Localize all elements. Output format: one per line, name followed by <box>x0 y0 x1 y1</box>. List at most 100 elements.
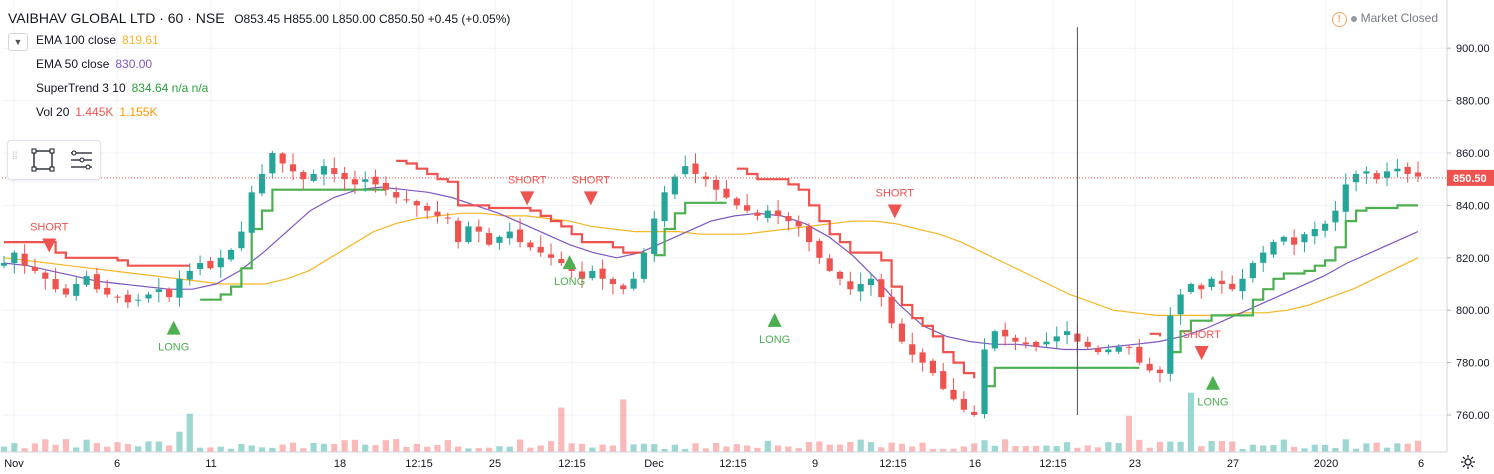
rectangle-icon[interactable] <box>30 147 56 173</box>
candle-body <box>207 260 214 269</box>
supertrend-segment <box>200 188 386 301</box>
candle-body <box>83 276 90 285</box>
indicator-ema100[interactable]: EMA 100 close 819.61 <box>36 33 159 47</box>
volume-bar <box>537 445 544 452</box>
long-signal-label: LONG <box>158 342 189 354</box>
long-signal-arrow <box>562 255 577 270</box>
volume-bar <box>578 443 586 452</box>
candle-body <box>155 289 162 293</box>
volume-bar <box>1146 447 1153 452</box>
time-tick-label: 12:15 <box>879 458 907 470</box>
object-tree-icon[interactable] <box>68 147 94 173</box>
volume-bar <box>1280 439 1287 452</box>
volume-bar <box>960 446 967 452</box>
indicator-supertrend[interactable]: SuperTrend 3 10 834.64 n/a n/a <box>36 81 208 95</box>
volume-bars <box>0 392 1422 452</box>
price-tick-label: 860.00 <box>1456 148 1490 160</box>
market-status[interactable]: ! Market Closed <box>1331 11 1438 27</box>
volume-bar <box>1373 442 1380 452</box>
volume-bar <box>1063 442 1071 452</box>
volume-bar <box>1301 448 1308 452</box>
candle-body <box>1053 336 1060 342</box>
candle-body <box>238 231 245 249</box>
volume-bar <box>1322 444 1329 452</box>
volume-bar <box>207 447 214 452</box>
volume-bar <box>795 447 802 452</box>
candle-body <box>547 254 555 258</box>
candle-body <box>1043 341 1050 345</box>
candle-body <box>971 411 978 415</box>
time-tick-label: 12:15 <box>719 458 747 470</box>
volume-bar <box>682 448 689 452</box>
candle-body <box>713 179 720 190</box>
supertrend-segment <box>984 366 1140 388</box>
volume-bar <box>362 444 369 452</box>
indicator-name: EMA 100 close <box>36 33 117 47</box>
indicator-value: 834.64 n/a n/a <box>131 81 209 95</box>
candle-body <box>93 274 100 290</box>
volume-bar <box>909 446 916 452</box>
time-tick-label: 12:15 <box>558 458 586 470</box>
candle-body <box>1291 237 1298 245</box>
gear-icon[interactable] <box>1460 454 1476 470</box>
legend-collapse-button[interactable]: ▼ <box>8 33 28 51</box>
time-axis[interactable]: Nov 6 11 18 12:15 25 12:15 Dec 12:15 9 12:15 16 12:1… <box>0 451 1447 474</box>
volume-bar <box>785 446 792 452</box>
time-tick-label: 9 <box>812 458 818 470</box>
candle-body <box>1332 210 1339 223</box>
indicator-value-2: 1.155K <box>119 105 158 119</box>
candle-body <box>1115 346 1122 352</box>
candle-body <box>960 398 967 410</box>
drag-handle-icon[interactable]: ⁞⁞ <box>12 151 18 162</box>
time-tick-label: 11 <box>205 458 216 470</box>
candle-body <box>320 166 328 175</box>
candle-body <box>331 168 338 174</box>
volume-bar <box>104 446 111 452</box>
volume-bar <box>981 440 988 452</box>
volume-bar <box>1208 441 1215 452</box>
volume-bar <box>310 442 317 452</box>
long-signal-label: LONG <box>554 276 585 288</box>
candle-body <box>651 218 658 255</box>
short-signal-arrow <box>42 238 57 253</box>
indicator-volume[interactable]: Vol 20 1.445K 1.155K <box>36 105 157 119</box>
candle-body <box>52 279 59 290</box>
short-signal-arrow <box>520 191 535 206</box>
candle-body <box>836 271 844 279</box>
volume-bar <box>197 447 204 452</box>
volume-bar <box>971 443 978 452</box>
candle-body <box>1383 171 1391 178</box>
ema100-line <box>3 212 1419 316</box>
candle-body <box>197 263 204 269</box>
volume-bar <box>1012 446 1019 452</box>
candle-body <box>289 164 297 172</box>
indicator-ema50[interactable]: EMA 50 close 830.00 <box>36 57 152 71</box>
candle-body <box>692 163 699 174</box>
candle-body <box>702 176 709 180</box>
volume-bar <box>1074 447 1081 452</box>
volume-bar <box>1383 447 1391 452</box>
chart-legend-header: VAIBHAV GLOBAL LTD · 60 · NSE O853.45 H8… <box>8 10 510 26</box>
candle-body <box>186 270 193 280</box>
volume-bar <box>413 443 420 452</box>
candle-body <box>135 299 142 301</box>
volume-bar <box>475 447 482 452</box>
candle-body <box>145 294 152 299</box>
volume-bar <box>1084 445 1091 452</box>
candle-body <box>1063 331 1071 336</box>
last-price-label: 850.50 <box>1453 173 1487 185</box>
price-tick-label: 880.00 <box>1456 96 1490 108</box>
volume-bar <box>826 444 833 452</box>
candle-body <box>104 287 111 295</box>
candle-body <box>682 166 689 175</box>
candle-body <box>1352 173 1360 183</box>
volume-bar <box>1260 445 1267 452</box>
time-tick-label: 6 <box>114 458 120 470</box>
candle-body <box>403 199 410 201</box>
volume-bar <box>248 445 255 452</box>
volume-bar <box>258 447 266 452</box>
price-axis[interactable]: 760.00 780.00 800.00 820.00 840.00 860.00 880.… <box>1446 0 1494 452</box>
volume-bar <box>1187 392 1195 452</box>
candle-body <box>754 212 761 216</box>
